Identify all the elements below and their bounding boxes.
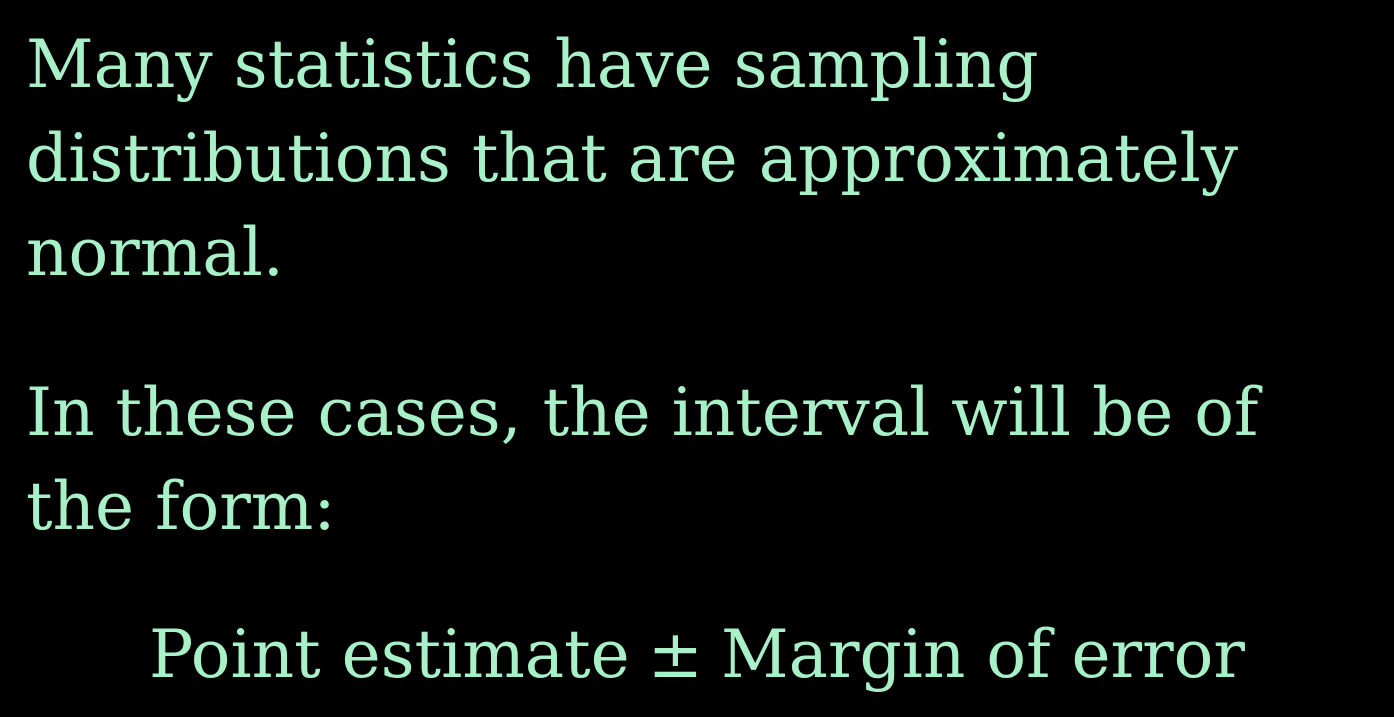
plus-minus-symbol: ±	[647, 616, 704, 693]
interval-formula: Point estimate ± Margin of error	[0, 608, 1394, 702]
text-line: the form:	[26, 468, 336, 545]
text-line: Many statistics have sampling	[26, 26, 1039, 103]
text-line: normal.	[26, 214, 284, 291]
text-line: distributions that are approximately	[26, 120, 1239, 197]
text-line: In these cases, the interval will be of	[26, 374, 1259, 451]
formula-point-estimate: Point estimate	[149, 616, 630, 693]
paragraph-sampling-distributions: Many statistics have sampling distributi…	[26, 18, 1376, 300]
formula-margin-of-error: Margin of error	[721, 616, 1245, 693]
paragraph-interval-form: In these cases, the interval will be of …	[26, 366, 1376, 554]
